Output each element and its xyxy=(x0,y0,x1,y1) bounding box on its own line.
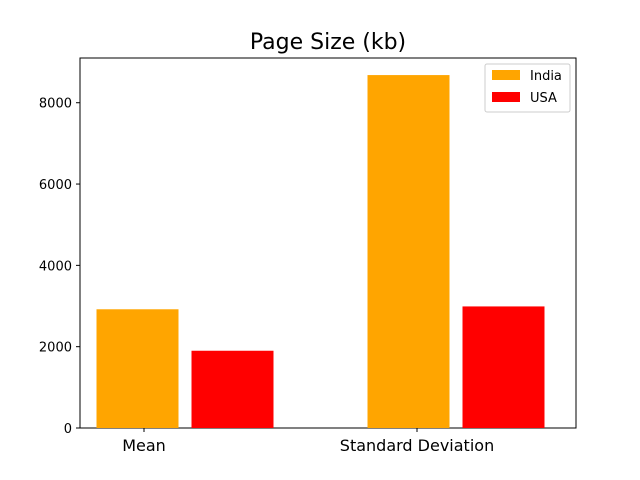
plot-area-frame xyxy=(79,57,577,429)
y-tick-label: 8000 xyxy=(39,97,72,112)
y-axis: 0 2000 4000 6000 8000 xyxy=(39,97,80,437)
y-tick-label: 4000 xyxy=(39,259,72,274)
y-tick-label: 2000 xyxy=(39,341,72,356)
bar-india-standard-deviation xyxy=(367,75,450,429)
bar-usa-standard-deviation xyxy=(462,306,545,428)
y-tick-label: 6000 xyxy=(39,178,72,193)
y-tick-label: 0 xyxy=(64,422,72,437)
legend-swatch xyxy=(492,92,520,102)
legend-label: USA xyxy=(530,91,557,106)
bars xyxy=(96,75,545,429)
bar-india-mean xyxy=(96,309,179,428)
chart-title: Page Size (kb) xyxy=(250,30,406,55)
legend-swatch xyxy=(492,70,520,80)
legend: India USA xyxy=(484,63,571,113)
legend-label: India xyxy=(530,69,562,84)
bar-usa-mean xyxy=(191,350,274,428)
x-axis: Mean Standard Deviation xyxy=(122,428,494,455)
x-category-label: Standard Deviation xyxy=(340,436,494,455)
x-category-label: Mean xyxy=(122,436,166,455)
